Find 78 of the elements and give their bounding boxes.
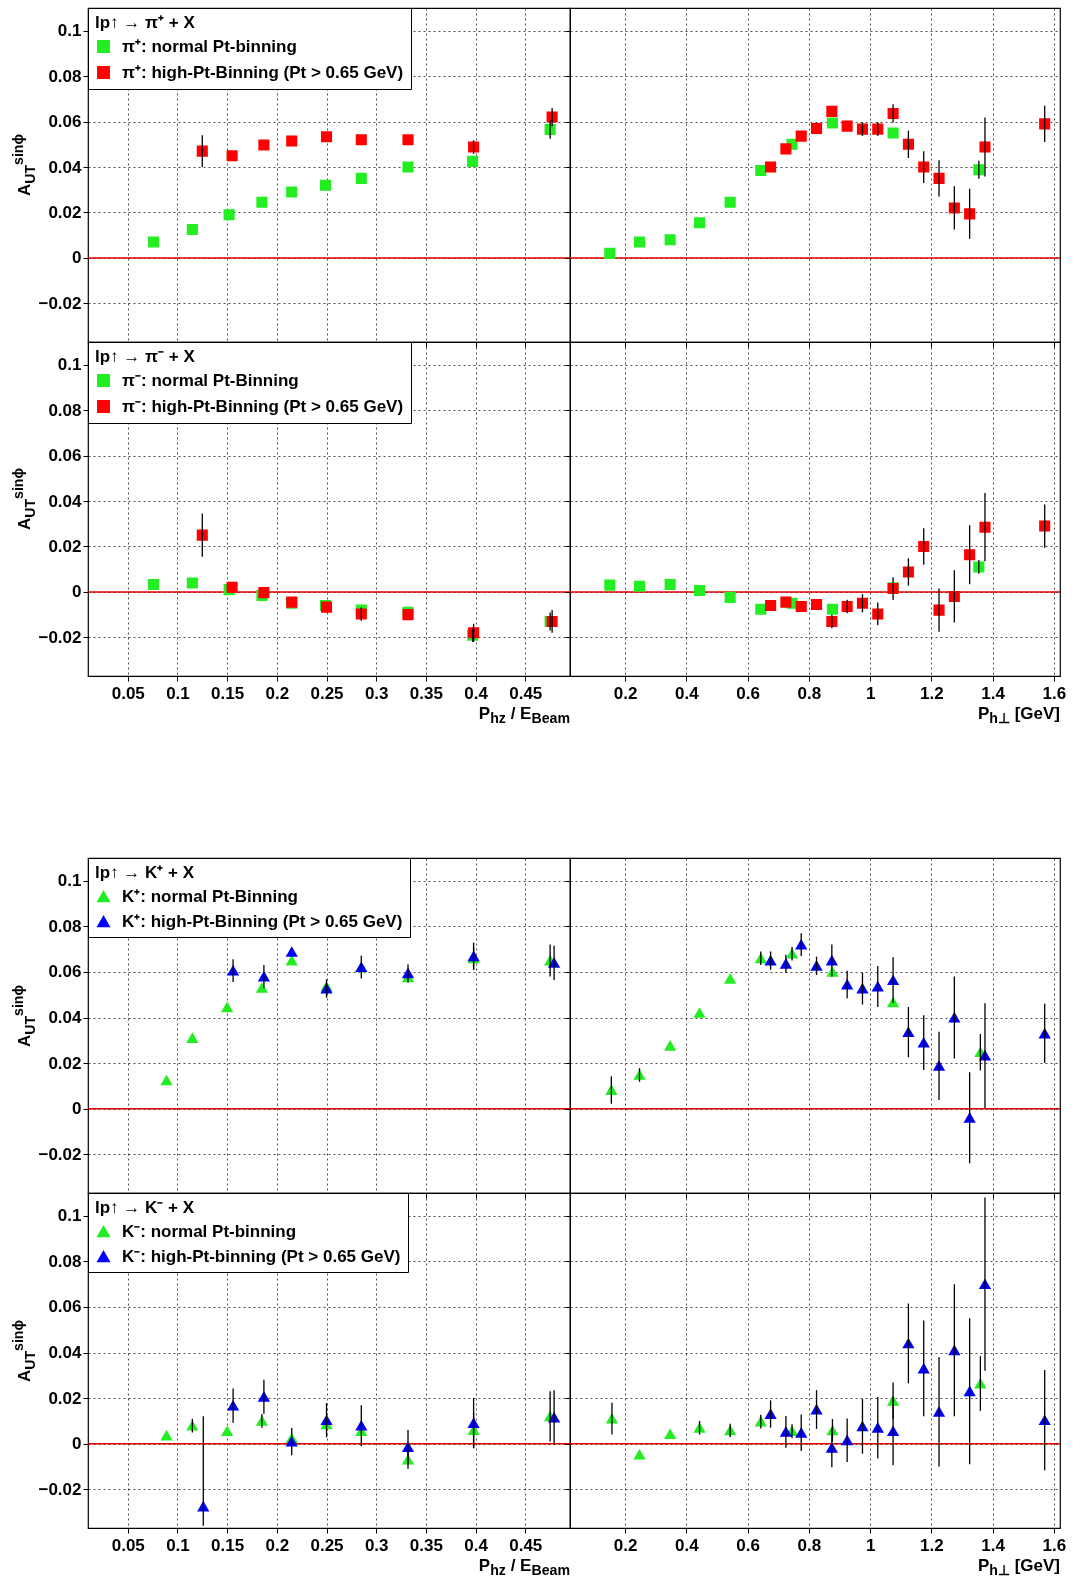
x-tick-label: 0.2 — [613, 1535, 638, 1555]
y-tick-label: 0.1 — [57, 871, 82, 891]
x-tick-label: 0.8 — [797, 1535, 822, 1555]
y-tick-label: 0.06 — [48, 1297, 82, 1317]
y-tick-label: 0 — [72, 582, 82, 602]
y-tick-label: 0.02 — [48, 1388, 82, 1408]
x-axis-title: P$_{h⊥}$ [GeV] — [977, 1556, 1060, 1579]
x-tick-label: 1.2 — [920, 683, 944, 703]
y-tick-label: −0.02 — [38, 1144, 82, 1164]
y-tick-label: 0.08 — [48, 916, 82, 936]
y-tick-label: 0.04 — [48, 157, 83, 177]
y-tick-label: 0.04 — [48, 1008, 83, 1028]
y-tick-label: 0.06 — [48, 112, 82, 132]
legend-label: π⁻: normal Pt-Binning — [122, 370, 299, 390]
x-tick-label: 1.6 — [1042, 1535, 1067, 1555]
x-tick-label: 0.4 — [464, 1535, 489, 1555]
y-tick-label: 0.06 — [48, 446, 82, 466]
x-tick-label: 1.6 — [1042, 683, 1067, 703]
y-tick-label: 0 — [72, 1099, 82, 1119]
legend-label: π⁻: high-Pt-Binning (Pt > 0.65 GeV) — [122, 396, 404, 416]
y-tick-label: 0.02 — [48, 536, 82, 556]
x-tick-label: 0.1 — [166, 683, 190, 703]
y-tick-label: 0.02 — [48, 202, 82, 222]
x-tick-label: 0.2 — [265, 1535, 290, 1555]
x-tick-label: 0.2 — [265, 683, 290, 703]
legend-label: K⁺: high-Pt-Binning (Pt > 0.65 GeV) — [122, 911, 403, 931]
y-tick-label: 0 — [72, 1434, 82, 1454]
x-tick-label: 0.1 — [166, 1535, 190, 1555]
x-tick-label: 0.45 — [509, 1535, 543, 1555]
y-tick-label: 0 — [72, 248, 82, 268]
x-tick-label: 0.4 — [464, 683, 489, 703]
y-tick-label: 0.02 — [48, 1053, 82, 1073]
y-tick-label: 0.08 — [48, 400, 82, 420]
y-tick-label: −0.02 — [38, 627, 82, 647]
x-tick-label: 0.2 — [613, 683, 638, 703]
x-tick-label: 0.4 — [675, 683, 700, 703]
x-tick-label: 0.25 — [310, 683, 344, 703]
x-tick-label: 0.35 — [409, 1535, 443, 1555]
x-tick-label: 0.3 — [364, 683, 389, 703]
x-axis-title: P$_{hz}$ / E$_{Beam}$ — [478, 704, 570, 727]
x-tick-label: 1.2 — [920, 1535, 944, 1555]
y-tick-label: −0.02 — [38, 1479, 82, 1499]
legend-title: lp↑ → π⁻ + X — [95, 347, 196, 366]
y-tick-label: 0.04 — [48, 491, 83, 511]
y-tick-label: −0.02 — [38, 293, 82, 313]
x-tick-label: 0.6 — [736, 683, 760, 703]
x-tick-label: 0.6 — [736, 1535, 760, 1555]
x-tick-label: 1 — [865, 683, 876, 703]
y-tick-label: 0.08 — [48, 66, 82, 86]
x-axis-title: P$_{hz}$ / E$_{Beam}$ — [478, 1556, 570, 1579]
y-tick-label: 0.08 — [48, 1251, 82, 1271]
x-tick-label: 0.8 — [797, 683, 822, 703]
y-tick-label: 0.04 — [48, 1343, 83, 1363]
legend-title: lp↑ → K⁺ + X — [95, 863, 195, 882]
x-tick-label: 1.4 — [981, 1535, 1006, 1555]
legend-label: K⁺: normal Pt-Binning — [122, 886, 298, 906]
x-tick-label: 0.15 — [211, 683, 245, 703]
x-tick-label: 0.25 — [310, 1535, 344, 1555]
x-tick-label: 0.05 — [111, 1535, 145, 1555]
legend-title: lp↑ → π⁺ + X — [95, 13, 196, 32]
legend-label: K⁻: high-Pt-binning (Pt > 0.65 GeV) — [122, 1246, 401, 1266]
x-tick-label: 1 — [865, 1535, 876, 1555]
x-tick-label: 0.15 — [211, 1535, 245, 1555]
x-tick-label: 1.4 — [981, 683, 1006, 703]
x-tick-label: 0.35 — [409, 683, 443, 703]
legend-label: π⁺: normal Pt-binning — [122, 36, 297, 56]
x-tick-label: 0.4 — [675, 1535, 700, 1555]
y-tick-label: 0.06 — [48, 962, 82, 982]
y-tick-label: 0.1 — [57, 355, 82, 375]
y-tick-label: 0.1 — [57, 1206, 82, 1226]
y-tick-label: 0.1 — [57, 21, 82, 41]
x-tick-label: 0.45 — [509, 683, 543, 703]
x-tick-label: 0.05 — [111, 683, 145, 703]
legend-title: lp↑ → K⁻ + X — [95, 1198, 195, 1217]
legend-label: π⁺: high-Pt-Binning (Pt > 0.65 GeV) — [122, 62, 404, 82]
x-axis-title: P$_{h⊥}$ [GeV] — [977, 704, 1060, 727]
legend-label: K⁻: normal Pt-binning — [122, 1221, 297, 1241]
x-tick-label: 0.3 — [364, 1535, 389, 1555]
